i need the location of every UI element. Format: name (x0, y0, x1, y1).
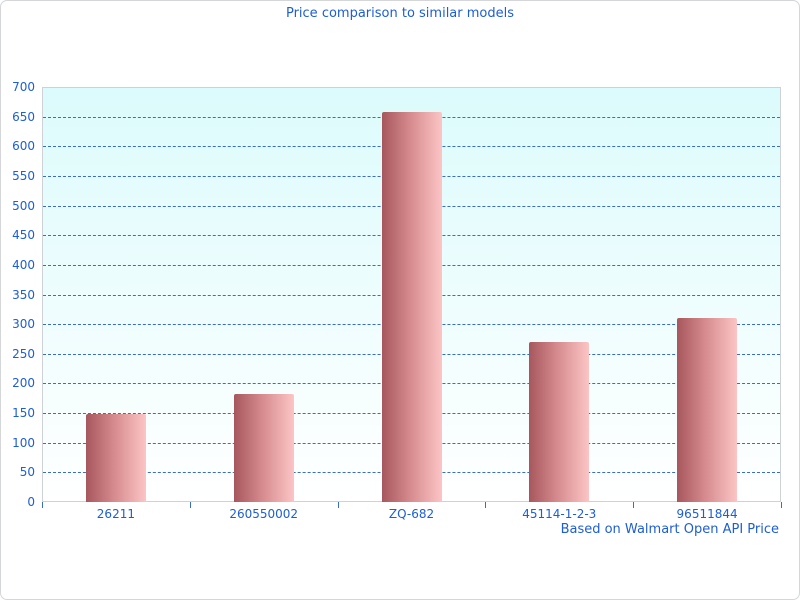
y-axis-label: 250 (12, 346, 35, 361)
y-axis-label: 100 (12, 435, 35, 450)
y-axis-label: 400 (12, 257, 35, 272)
y-axis-label: 650 (12, 109, 35, 124)
y-axis-label: 450 (12, 228, 35, 243)
x-axis-label: 26211 (96, 507, 135, 521)
bar (85, 414, 146, 502)
x-axis-tick (781, 502, 782, 508)
y-axis-label: 350 (12, 287, 35, 302)
y-axis-label: 600 (12, 139, 35, 154)
bar (677, 317, 738, 502)
x-axis-tick (633, 502, 634, 508)
bar (529, 341, 590, 502)
x-axis-label: 260550002 (229, 507, 299, 521)
y-axis-label: 700 (12, 80, 35, 94)
chart-source-note: Based on Walmart Open API Price (560, 522, 779, 537)
bar (381, 112, 442, 502)
x-axis-tick (190, 502, 191, 508)
x-axis-tick (485, 502, 486, 508)
y-axis-label: 550 (12, 168, 35, 183)
y-axis-label: 50 (19, 465, 35, 480)
y-axis-label: 500 (12, 198, 35, 213)
x-axis-label: ZQ-682 (388, 507, 435, 521)
x-axis-label: 96511844 (676, 507, 738, 521)
y-axis-label: 200 (12, 376, 35, 391)
bar (233, 394, 294, 502)
y-axis-label: 300 (12, 317, 35, 332)
y-axis-label: 150 (12, 406, 35, 421)
x-axis-label: 45114-1-2-3 (522, 507, 597, 521)
plot-area (42, 87, 781, 502)
x-axis-tick (338, 502, 339, 508)
x-axis-tick (42, 502, 43, 508)
y-axis-label: 0 (27, 495, 35, 509)
chart-title: Price comparison to similar models (285, 6, 515, 21)
